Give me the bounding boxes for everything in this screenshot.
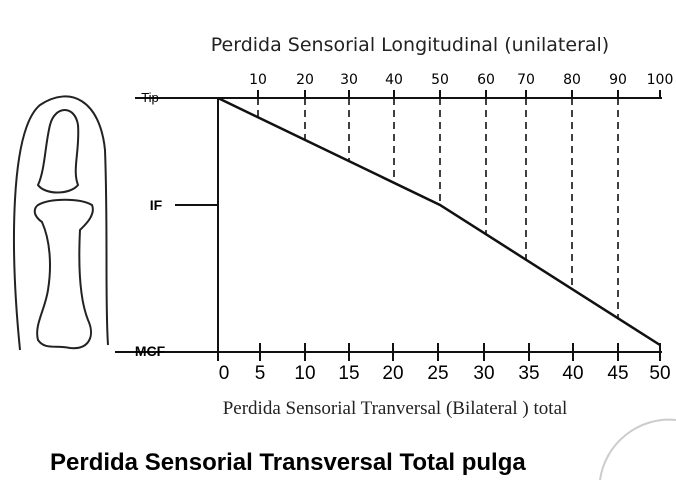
finger-drawing — [13, 95, 109, 351]
caption: Perdida Sensorial Tranversal (Bilateral … — [223, 398, 568, 419]
top-scale-label: 40 — [385, 72, 403, 88]
bottom-scale-label: 5 — [255, 363, 266, 384]
bottom-scale-label: 30 — [473, 363, 494, 384]
top-scale-label: 50 — [431, 72, 449, 88]
level-label: IF — [150, 197, 163, 213]
top-scale-label: 30 — [340, 72, 358, 88]
top-scale-label: 80 — [563, 72, 581, 88]
bottom-scale-label: 35 — [518, 363, 539, 384]
title: Perdida Sensorial Longitudinal (unilater… — [211, 34, 609, 56]
frame — [115, 96, 662, 353]
bottom-scale-label: 0 — [219, 363, 230, 384]
bottom-scale-label: 10 — [294, 363, 315, 384]
heading: Perdida Sensorial Transversal Total pulg… — [50, 449, 526, 476]
level-label: Tip — [141, 90, 159, 105]
top-scale-label: 10 — [249, 72, 267, 88]
top-scale-label: 90 — [609, 72, 627, 88]
loss-line — [217, 96, 661, 347]
level-label: MCF — [135, 343, 166, 359]
top-scale-label: 20 — [296, 72, 314, 88]
bottom-scale-label: 40 — [562, 363, 583, 384]
bottom-scale-label: 25 — [427, 363, 448, 384]
bottom-scale-label: 15 — [338, 363, 359, 384]
top-scale-label: 70 — [517, 72, 535, 88]
bottom-scale-label: 45 — [607, 363, 628, 384]
bottom-scale-label: 20 — [382, 363, 403, 384]
top-scale-label: 100 — [647, 72, 674, 88]
watermark — [599, 418, 676, 480]
top-scale-label: 60 — [477, 72, 495, 88]
bottom-scale-label: 50 — [649, 363, 670, 384]
